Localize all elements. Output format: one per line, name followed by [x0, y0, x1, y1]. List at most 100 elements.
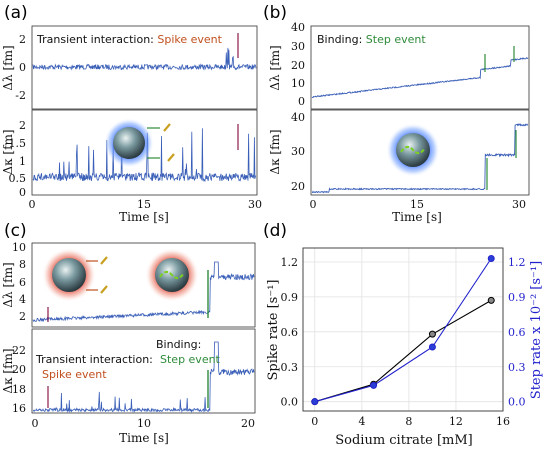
panel-c-xlabel: Time [s]	[119, 431, 169, 445]
panel-d-ytick-right: 0.3	[508, 361, 526, 374]
panel-c-ytick-bot-3: 16	[12, 402, 26, 415]
panel-d-frame	[302, 247, 504, 412]
panel-a-top-trace	[32, 47, 257, 71]
panel-a-xlabel: Time [s]	[119, 210, 169, 224]
panel-b-ytick-top-1: 30	[291, 40, 305, 53]
panel-c-top-trace	[32, 261, 255, 323]
panel-c-annotation-right-2: Step event	[160, 353, 221, 366]
panel-b-xtick-0: 0	[310, 198, 317, 211]
panel-b-ytick-bot-1: 30	[291, 145, 305, 158]
panel-a-ytick-bot-1: 1.5	[9, 137, 27, 150]
panel-b-ytick-top-3: 10	[291, 77, 305, 90]
panel-c-ytick-top-0: 10	[12, 241, 26, 254]
panel-c-bottom-trace	[32, 341, 255, 413]
panel-b-top-frame	[310, 25, 530, 110]
panel-d-ytick-left: 0.9	[281, 291, 299, 304]
panel-d-label: (d)	[263, 221, 287, 241]
panel-b-ytick-bot-0: 40	[291, 111, 305, 124]
panel-d-ytick-left: 0.3	[281, 361, 299, 374]
panel-c-xtick-2: 20	[241, 417, 255, 430]
panel-c-annotation-left-2: Spike event	[42, 368, 107, 381]
panel-c-bottom-frame	[31, 328, 256, 414]
panel-d-xtick: 12	[449, 415, 463, 428]
panel-d-series-line-right	[314, 258, 492, 403]
panel-d-ytick-right: 1.2	[508, 256, 526, 269]
panel-c-ytick-bot-2: 18	[12, 383, 26, 396]
panel-c-ylabel-bottom: Δκ [fm]	[1, 348, 15, 393]
panel-b-xtick-2: 30	[512, 198, 526, 211]
panel-d-ytick-left: 0.0	[281, 396, 299, 409]
panel-d-xtick: 16	[496, 415, 510, 428]
panel-d-point-left	[487, 296, 495, 304]
panel-b-ylabel-bottom: Δκ [fm]	[268, 129, 282, 174]
panel-b-label: (b)	[263, 3, 287, 23]
panel-c-top-frame	[31, 242, 256, 328]
panel-c-annotation-right-1: Binding:	[156, 338, 201, 351]
panel-a-ytick-top-2: -2	[15, 89, 26, 102]
panel-d-point-right	[370, 381, 378, 389]
panel-d-series	[311, 254, 495, 406]
panel-a-ytick-top-1: 0	[19, 61, 26, 74]
panel-c-xtick-0: 0	[32, 417, 39, 430]
panel-c-ytick-top-3: 4	[19, 293, 26, 306]
panel-a-ytick-bot-3: 0.5	[9, 172, 27, 185]
panel-a-bead-illustration	[104, 118, 175, 168]
panel-b-ytick-top-4: 0	[298, 95, 305, 108]
panel-a-top-frame	[31, 25, 258, 110]
panel-d-point-right	[428, 343, 436, 351]
panel-b-annotation: Binding: Step event	[317, 33, 426, 46]
panel-a-bottom-trace	[32, 128, 257, 183]
panel-b-xtick-1: 15	[410, 198, 424, 211]
panel-a-bottom-frame	[31, 109, 258, 196]
panel-a-xtick-0: 0	[29, 198, 36, 211]
panel-d-ylabel-right: Step rate x 10⁻² [s⁻¹]	[529, 261, 544, 399]
panel-c-xtick-1: 10	[137, 417, 151, 430]
panel-d-xlabel: Sodium citrate [mM]	[335, 433, 473, 448]
panel-c-ytick-top-1: 8	[19, 258, 26, 271]
panel-b-ytick-bot-2: 20	[291, 180, 305, 193]
panel-a-annotation: Transient interaction: Spike event	[36, 33, 223, 46]
panel-b-top-trace	[311, 56, 529, 98]
panel-d-ytick-right: 0.9	[508, 291, 526, 304]
panel-d-point-right	[311, 398, 319, 406]
panel-c-ytick-bot-1: 20	[12, 363, 26, 376]
panel-a-ytick-top-0: 2	[19, 33, 26, 46]
panel-d-ticks: 0 4 8 12 16 0.0 0.3 0.6 0.9 1.2 0.0 0.3 0.6 0.9 1.2	[281, 256, 526, 428]
panel-a-xtick-2: 30	[248, 198, 262, 211]
panel-d-ytick-right: 0.6	[508, 326, 526, 339]
panel-b-ytick-top-2: 20	[291, 59, 305, 72]
panel-a-ylabel-top: Δλ [fm]	[1, 45, 15, 90]
panel-b-bottom-frame	[310, 109, 530, 196]
panel-a-ytick-bot-2: 1	[19, 155, 26, 168]
panel-b-bead-illustration	[386, 123, 440, 177]
panel-d-series-line-left	[314, 299, 492, 403]
panel-b-ytick-top-0: 40	[291, 21, 305, 34]
panel-a-xtick-1: 15	[137, 198, 151, 211]
panel-d-background	[303, 248, 503, 411]
panel-c-ytick-top-4: 2	[19, 310, 26, 323]
panel-a-ytick-bot-4: 0	[19, 186, 26, 199]
panel-d-xtick: 0	[311, 415, 318, 428]
panel-d-ytick-right: 0.0	[508, 396, 526, 409]
panel-c-label: (c)	[4, 221, 27, 241]
panel-d-xtick: 4	[358, 415, 365, 428]
panel-d-ytick-left: 0.6	[281, 326, 299, 339]
panel-c-ytick-bot-0: 22	[12, 344, 26, 357]
panel-a-ylabel-bottom: Δκ [fm]	[1, 129, 15, 174]
panel-b-ylabel-top: Δλ [fm]	[268, 45, 282, 90]
panel-a-ytick-bot-0: 2	[19, 119, 26, 132]
panel-a-label: (a)	[4, 3, 28, 23]
panel-d-point-left	[428, 330, 436, 338]
panel-d-ylabel-left: Spike rate [s⁻¹]	[266, 280, 281, 381]
panel-c-ytick-top-2: 6	[19, 276, 26, 289]
panel-c-ylabel-top: Δλ [fm]	[1, 262, 15, 307]
panel-d-ytick-left: 1.2	[281, 256, 299, 269]
panel-c-annotation-left-1: Transient interaction:	[35, 353, 153, 366]
panel-b-bottom-trace	[311, 123, 528, 194]
panel-c-bead-illustration-right	[145, 248, 199, 302]
panel-d-xtick: 8	[405, 415, 412, 428]
panel-b-xlabel: Time [s]	[392, 210, 442, 224]
panel-d-point-right	[487, 254, 495, 262]
panel-c-bead-illustration-left	[42, 248, 108, 302]
